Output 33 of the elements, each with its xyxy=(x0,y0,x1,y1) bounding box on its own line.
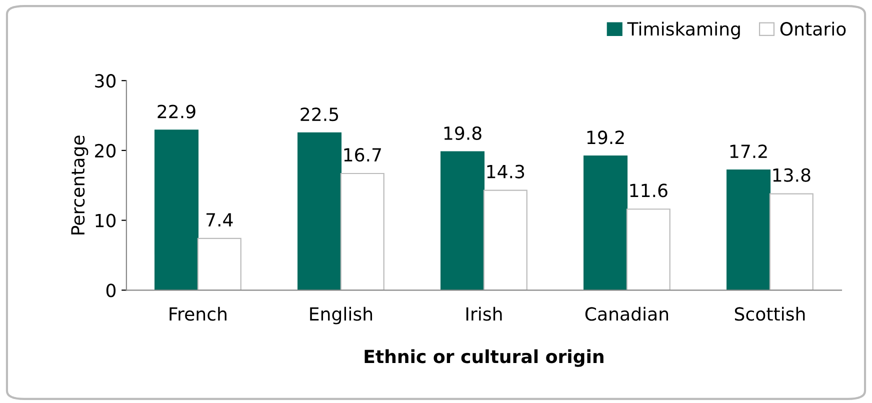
data-label: 22.9 xyxy=(158,104,196,118)
y-tick-label: 10 xyxy=(96,214,116,228)
bar xyxy=(340,172,384,290)
legend-label: Timiskaming xyxy=(627,22,740,40)
bar xyxy=(584,155,628,290)
data-label: 22.5 xyxy=(300,108,338,122)
bar xyxy=(154,130,198,290)
bar xyxy=(297,132,342,290)
data-label: 17.2 xyxy=(730,144,767,158)
bar xyxy=(626,208,670,290)
bar xyxy=(440,151,485,290)
data-label: 7.4 xyxy=(206,213,233,226)
x-tick-label: English xyxy=(310,306,372,324)
data-label: 19.8 xyxy=(444,126,482,140)
bar xyxy=(483,190,528,290)
y-tick-label: 20 xyxy=(95,144,116,158)
data-label: 13.8 xyxy=(773,168,810,182)
bar xyxy=(769,193,814,290)
x-tick-label: Scottish xyxy=(734,306,805,321)
x-axis-title: Ethnic or cultural origin xyxy=(364,349,604,367)
y-axis-title: Percentage xyxy=(71,136,88,234)
bar xyxy=(197,238,242,290)
y-tick-label: 0 xyxy=(106,284,116,298)
legend-label: Ontario xyxy=(780,22,846,36)
data-label: 14.3 xyxy=(487,164,524,178)
bar xyxy=(726,169,771,290)
x-tick-label: Canadian xyxy=(585,306,668,321)
data-label: 11.6 xyxy=(630,184,668,198)
x-tick-label: French xyxy=(170,306,226,321)
data-label: 16.7 xyxy=(344,148,381,162)
data-label: 19.2 xyxy=(587,130,624,144)
y-tick-label: 30 xyxy=(95,74,116,88)
x-tick-label: Irish xyxy=(466,306,502,321)
